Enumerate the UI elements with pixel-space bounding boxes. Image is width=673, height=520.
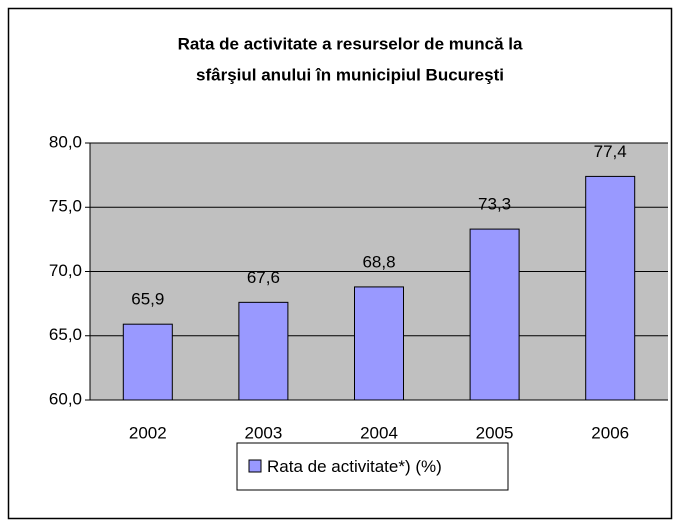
bar (585, 175, 636, 401)
y-tick-label: 80,0 (49, 132, 82, 151)
data-label: 73,3 (478, 195, 511, 214)
legend-swatch (248, 459, 262, 473)
legend-box (236, 442, 509, 491)
bar (354, 286, 404, 401)
chart-title: sfârşiul anului în municipiul Bucureşti (196, 65, 504, 84)
data-label: 67,6 (247, 268, 280, 287)
legend-label: Rata de activitate*) (%) (267, 457, 442, 476)
bar (238, 301, 289, 401)
bar (469, 228, 520, 401)
y-tick-label: 65,0 (49, 325, 82, 344)
x-tick-label: 2004 (360, 423, 398, 442)
data-label: 77,4 (594, 142, 627, 161)
y-tick-label: 60,0 (49, 389, 82, 408)
chart-title: Rata de activitate a resurselor de muncă… (178, 34, 523, 53)
x-tick-label: 2005 (476, 423, 514, 442)
y-tick-label: 75,0 (49, 197, 82, 216)
y-tick-label: 70,0 (49, 261, 82, 280)
x-tick-label: 2006 (591, 423, 629, 442)
bar (122, 323, 173, 401)
data-label: 68,8 (362, 252, 395, 271)
x-tick-label: 2003 (244, 423, 282, 442)
data-label: 65,9 (131, 290, 164, 309)
x-tick-label: 2002 (129, 423, 167, 442)
